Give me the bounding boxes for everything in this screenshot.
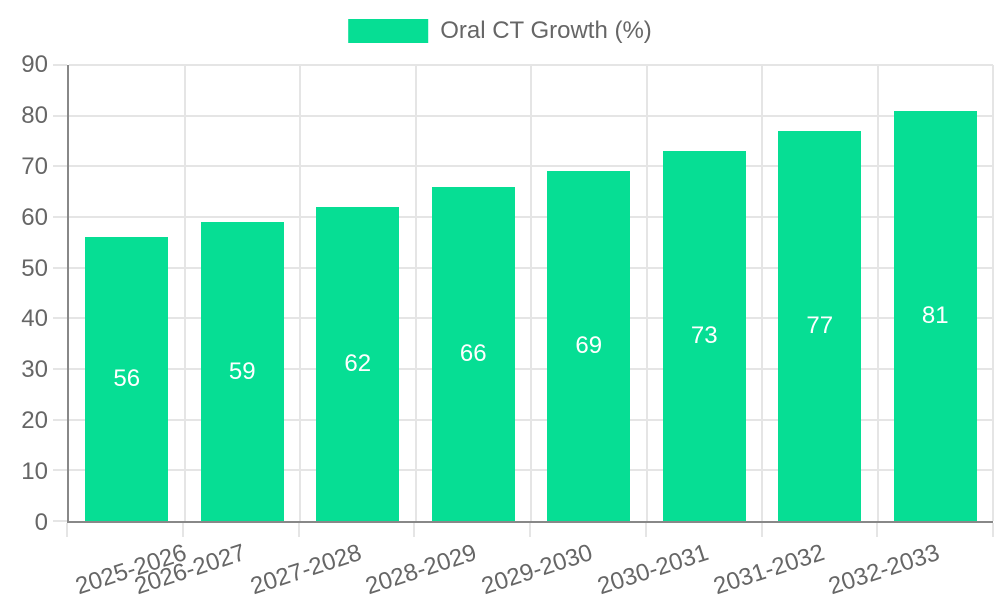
y-tick-label: 20 — [21, 407, 48, 435]
x-tick-label-text: 2032-2033 — [825, 539, 944, 600]
x-tick — [413, 523, 416, 537]
bar[interactable]: 56 — [85, 237, 169, 521]
bar-value-label: 77 — [806, 311, 834, 339]
bar-slot: 66 — [416, 65, 532, 521]
y-tick — [53, 368, 67, 371]
y-tick-label: 90 — [21, 51, 48, 78]
x-tick — [992, 523, 994, 537]
y-axis: 0 10 20 30 40 50 60 70 80 90 — [0, 53, 48, 535]
bar-value-label: 66 — [459, 339, 487, 367]
bar-value-label: 62 — [344, 349, 372, 377]
legend-swatch — [348, 19, 429, 44]
bar-value-label: 73 — [690, 322, 718, 350]
bar-value-label: 56 — [113, 365, 141, 393]
y-tick — [53, 114, 67, 117]
y-tick — [53, 418, 67, 421]
gridline-vertical — [530, 65, 532, 521]
bar[interactable]: 59 — [200, 222, 284, 521]
gridline-vertical — [876, 65, 879, 521]
x-tick — [644, 523, 647, 537]
y-tick-label: 40 — [21, 305, 48, 333]
bar[interactable]: 66 — [431, 186, 515, 521]
gridline-vertical — [645, 65, 648, 521]
y-tick — [53, 520, 67, 522]
x-tick — [760, 523, 763, 537]
y-tick-label: 80 — [21, 101, 48, 129]
y-tick-label: 60 — [21, 203, 48, 231]
y-tick — [53, 165, 67, 168]
x-tick-label: 2032-2033 — [67, 539, 944, 600]
bar-slot: 56 — [69, 65, 185, 521]
bar-slot: 81 — [878, 65, 994, 521]
y-tick — [53, 266, 67, 269]
gridline-vertical — [761, 65, 763, 521]
gridline-vertical — [414, 65, 417, 521]
bar-value-label: 81 — [921, 301, 949, 329]
bar-value-label: 69 — [575, 332, 603, 360]
y-tick-label: 70 — [21, 152, 48, 180]
y-tick — [53, 469, 67, 472]
bar[interactable]: 77 — [778, 130, 862, 521]
x-tick — [181, 523, 184, 537]
y-tick — [53, 317, 67, 320]
bar[interactable]: 73 — [662, 151, 746, 521]
y-tick-label: 10 — [21, 458, 48, 486]
bar[interactable]: 69 — [547, 171, 631, 521]
gridline-vertical — [183, 65, 186, 521]
legend-label: Oral CT Growth (%) — [440, 17, 652, 44]
bar-value-label: 59 — [228, 357, 256, 385]
bar-slot: 77 — [762, 65, 878, 521]
x-axis: 2025-2026 2026-2027 2027-2028 2028-2029 2029… — [66, 523, 994, 600]
y-tick — [53, 64, 67, 66]
bar-slot: 69 — [531, 65, 647, 521]
y-tick-label: 0 — [34, 509, 48, 536]
x-tick — [529, 523, 531, 537]
legend[interactable]: Oral CT Growth (%) — [348, 17, 652, 46]
y-tick-label: 30 — [21, 356, 48, 384]
gridline-vertical — [299, 65, 301, 521]
gridline-vertical — [992, 65, 994, 521]
x-tick — [876, 523, 879, 537]
plot-area: 56 59 62 66 69 73 77 81 — [53, 64, 994, 523]
bar-slot: 59 — [185, 65, 301, 521]
bar-slot: 62 — [300, 65, 416, 521]
bar[interactable]: 62 — [316, 206, 400, 521]
y-tick — [53, 216, 67, 219]
bar-slot: 73 — [647, 65, 763, 521]
bar[interactable]: 81 — [893, 110, 977, 521]
x-tick — [66, 523, 68, 537]
x-tick — [297, 523, 300, 537]
y-tick-label: 50 — [21, 254, 48, 282]
